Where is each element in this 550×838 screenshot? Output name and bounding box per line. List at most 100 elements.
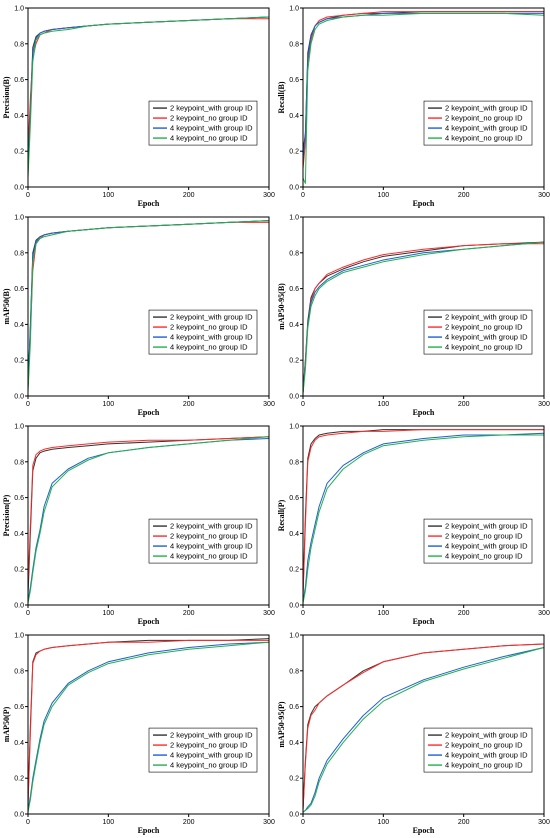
chart-panel-1: 0 100 200 300 0.0 0.2 0.4 0.6 0.8 1.0 Epoch Precisi…: [0, 0, 275, 209]
x-tick-label: 0: [301, 610, 305, 617]
plot-frame: [27, 7, 270, 188]
x-axis-label: Epoch: [413, 826, 435, 835]
series-line-2: [27, 639, 269, 806]
y-tick-label: 0.4: [14, 740, 24, 747]
legend-entry: 4 keypoint_with group ID: [445, 751, 528, 760]
y-tick-label: 0.4: [14, 531, 24, 538]
y-tick-label: 0.8: [14, 41, 24, 48]
series-line-4: [302, 434, 544, 604]
plot-frame: [302, 216, 545, 397]
x-tick-label: 100: [377, 401, 389, 408]
legend-entry: 2 keypoint_no group ID: [445, 741, 523, 750]
y-tick-label: 0.6: [14, 77, 24, 84]
legend-entry: 2 keypoint_with group ID: [170, 731, 253, 740]
legend: 2 keypoint_with group ID2 keypoint_no gr…: [148, 727, 258, 773]
y-axis-label: Precision(B): [2, 76, 11, 118]
x-axis-label: Epoch: [138, 199, 160, 208]
x-tick-label: 0: [26, 610, 30, 617]
y-tick-label: 0.4: [289, 322, 299, 329]
legend-entry: 4 keypoint_with group ID: [170, 542, 253, 551]
chart-svg: 0 100 200 300 0.0 0.2 0.4 0.6 0.8 1.0 Epoch Recall(…: [277, 6, 550, 209]
x-tick-label: 300: [263, 819, 275, 826]
y-tick-label: 0.2: [14, 567, 24, 574]
x-tick-label: 0: [301, 192, 305, 199]
legend-entry: 4 keypoint_with group ID: [170, 751, 253, 760]
y-tick-label: 1.0: [289, 215, 299, 222]
x-axis-label: Epoch: [413, 408, 435, 417]
y-tick-label: 0.4: [14, 322, 24, 329]
legend-entry: 4 keypoint_no group ID: [170, 552, 248, 561]
y-tick-label: 0.0: [289, 394, 299, 401]
x-tick-label: 200: [458, 192, 470, 199]
series-line-2: [27, 436, 270, 588]
y-tick-label: 0.4: [14, 113, 24, 120]
legend-entry: 2 keypoint_no group ID: [445, 532, 523, 541]
legend-entry: 2 keypoint_with group ID: [445, 731, 528, 740]
series-line-4: [27, 220, 270, 393]
series-line-1: [27, 638, 270, 806]
legend-entry: 4 keypoint_no group ID: [445, 343, 523, 352]
y-tick-label: 1.0: [14, 633, 24, 640]
legend-entry: 4 keypoint_with group ID: [445, 124, 528, 133]
y-tick-label: 0.2: [14, 776, 24, 783]
y-tick-label: 1.0: [14, 215, 24, 222]
chart-svg: 0 100 200 300 0.0 0.2 0.4 0.6 0.8 1.0 Epoch Precisi…: [2, 6, 275, 209]
y-axis-label: mAP50-95(B): [277, 283, 286, 330]
series-line-3: [302, 432, 545, 602]
series-line-3: [27, 641, 270, 811]
y-tick-label: 0.8: [289, 668, 299, 675]
legend-entry: 4 keypoint_no group ID: [445, 134, 523, 143]
chart-panel-4: 0 100 200 300 0.0 0.2 0.4 0.6 0.8 1.0 Epoch mAP50-9…: [275, 209, 550, 418]
y-tick-label: 0.6: [289, 495, 299, 502]
legend-entry: 2 keypoint_with group ID: [170, 522, 253, 531]
x-tick-label: 300: [538, 401, 550, 408]
x-tick-label: 200: [458, 819, 470, 826]
y-tick-label: 1.0: [14, 424, 24, 431]
y-tick-label: 0.6: [14, 495, 24, 502]
y-tick-label: 0.8: [289, 41, 299, 48]
y-tick-label: 0.8: [14, 250, 24, 257]
y-tick-label: 0.4: [289, 531, 299, 538]
series-line-1: [27, 436, 270, 597]
x-tick-label: 0: [26, 192, 30, 199]
series-line-3: [27, 220, 270, 388]
y-axis-label: mAP50(P): [2, 706, 11, 742]
x-tick-label: 100: [377, 610, 389, 617]
x-tick-label: 200: [183, 819, 195, 826]
legend-entry: 4 keypoint_no group ID: [445, 552, 523, 561]
legend: 2 keypoint_with group ID2 keypoint_no gr…: [148, 518, 258, 564]
legend-entry: 4 keypoint_with group ID: [170, 333, 253, 342]
chart-panel-2: 0 100 200 300 0.0 0.2 0.4 0.6 0.8 1.0 Epoch Recall(…: [275, 0, 550, 209]
legend-entry: 2 keypoint_with group ID: [170, 313, 253, 322]
y-tick-label: 0.0: [14, 185, 24, 192]
series-line-3: [302, 647, 545, 813]
x-tick-label: 300: [538, 192, 550, 199]
series-line-1: [27, 220, 270, 388]
y-axis-label: Recall(P): [277, 499, 286, 531]
y-tick-label: 1.0: [289, 6, 299, 13]
legend-entry: 4 keypoint_no group ID: [170, 761, 248, 770]
y-tick-label: 0.4: [289, 113, 299, 120]
x-tick-label: 300: [263, 192, 275, 199]
series-line-2: [27, 221, 269, 388]
chart-panel-8: 0 100 200 300 0.0 0.2 0.4 0.6 0.8 1.0 Epoch mAP50-9…: [275, 627, 550, 836]
plot-frame: [27, 425, 270, 606]
legend-entry: 2 keypoint_no group ID: [170, 741, 248, 750]
x-tick-label: 300: [538, 819, 550, 826]
legend-entry: 2 keypoint_no group ID: [170, 323, 248, 332]
y-tick-label: 0.2: [289, 776, 299, 783]
y-axis-label: mAP50(B): [2, 288, 11, 324]
x-tick-label: 0: [301, 401, 305, 408]
legend-entry: 2 keypoint_no group ID: [170, 114, 248, 123]
y-axis-label: mAP50-95(P): [277, 701, 286, 748]
y-tick-label: 0.8: [289, 250, 299, 257]
y-tick-label: 0.2: [289, 149, 299, 156]
chart-svg: 0 100 200 300 0.0 0.2 0.4 0.6 0.8 1.0 Epoch mAP50(P…: [2, 633, 275, 836]
y-tick-label: 0.8: [14, 668, 24, 675]
y-tick-label: 0.8: [14, 459, 24, 466]
x-tick-label: 100: [102, 819, 114, 826]
plot-frame: [27, 216, 270, 397]
x-tick-label: 100: [102, 401, 114, 408]
series-line-2: [302, 11, 544, 170]
y-tick-label: 0.0: [14, 603, 24, 610]
